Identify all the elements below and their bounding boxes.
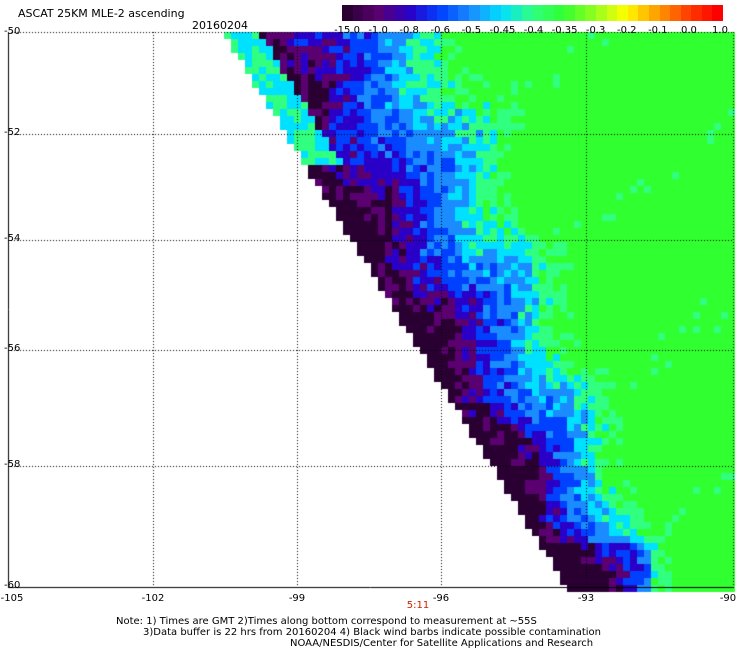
note-line-3: NOAA/NESDIS/Center for Satellite Applica…	[290, 638, 594, 649]
colorbar-tick-label: -0.5	[461, 25, 482, 36]
lat-label: -56	[4, 343, 21, 354]
lat-label: -58	[4, 459, 21, 470]
colorbar-swatch	[617, 5, 629, 21]
colorbar-swatch	[394, 5, 406, 21]
note-line-2: 3)Data buffer is 22 hrs from 20160204 4)…	[143, 627, 601, 638]
colorbar-swatch	[659, 5, 671, 21]
colorbar-tick-label: -1.0	[368, 25, 388, 36]
colorbar-swatch	[469, 5, 481, 21]
colorbar-tick-label: -15.0	[334, 25, 360, 36]
colorbar-tick-label: -0.35	[551, 25, 578, 36]
note-line-1: Note: 1) Times are GMT 2)Times along bot…	[116, 616, 537, 627]
colorbar-swatch	[500, 5, 512, 21]
colorbar-swatch	[479, 5, 491, 21]
colorbar-swatch	[490, 5, 502, 21]
colorbar-swatch	[648, 5, 660, 21]
colorbar-swatch	[416, 5, 428, 21]
colorbar-tick-label: -0.8	[399, 25, 419, 36]
colorbar-swatch	[574, 5, 586, 21]
lat-label: -54	[4, 233, 21, 244]
lat-label: -52	[4, 127, 21, 138]
colorbar-tick-label: -0.3	[585, 25, 606, 36]
colorbar-swatch	[458, 5, 470, 21]
map-title: ASCAT 25KM MLE-2 ascending	[18, 7, 185, 20]
colorbar	[342, 5, 724, 21]
lon-label: -93	[577, 593, 595, 604]
colorbar-tick-label: 1.0	[712, 25, 728, 36]
colorbar-swatch	[670, 5, 682, 21]
lon-label: -105	[0, 593, 24, 604]
colorbar-swatch	[405, 5, 417, 21]
colorbar-swatch	[373, 5, 385, 21]
colorbar-swatch	[553, 5, 565, 21]
colorbar-swatch	[564, 5, 576, 21]
colorbar-tick-label: 0.0	[680, 25, 697, 36]
lon-label: -99	[288, 593, 306, 604]
map-date: 20160204	[192, 19, 248, 32]
colorbar-tick-label: -0.1	[648, 25, 668, 36]
colorbar-swatch	[606, 5, 618, 21]
colorbar-swatch	[532, 5, 544, 21]
colorbar-swatch	[627, 5, 639, 21]
colorbar-tick-label: -0.2	[616, 25, 637, 36]
colorbar-swatch	[342, 5, 354, 21]
colorbar-tick-label: -0.6	[430, 25, 451, 36]
colorbar-swatch	[638, 5, 650, 21]
colorbar-swatch	[363, 5, 375, 21]
colorbar-swatch	[511, 5, 523, 21]
colorbar-swatch	[352, 5, 364, 21]
colorbar-swatch	[680, 5, 692, 21]
colorbar-tick-label: -0.4	[523, 25, 544, 36]
time-marker: 5:11	[406, 600, 430, 611]
colorbar-swatch	[426, 5, 438, 21]
colorbar-swatch	[712, 5, 724, 21]
colorbar-swatch	[521, 5, 533, 21]
colorbar-swatch	[701, 5, 713, 21]
colorbar-swatch	[447, 5, 459, 21]
colorbar-swatch	[585, 5, 597, 21]
colorbar-swatch	[437, 5, 449, 21]
colorbar-swatch	[543, 5, 555, 21]
lon-label: -96	[432, 593, 450, 604]
colorbar-swatch	[691, 5, 703, 21]
colorbar-tick-label: -0.45	[489, 25, 516, 36]
lon-label: -90	[719, 593, 737, 604]
lon-label: -102	[141, 593, 165, 604]
lat-label: -60	[4, 580, 21, 591]
colorbar-swatch	[384, 5, 396, 21]
lat-label: -50	[4, 26, 21, 37]
colorbar-swatch	[596, 5, 608, 21]
